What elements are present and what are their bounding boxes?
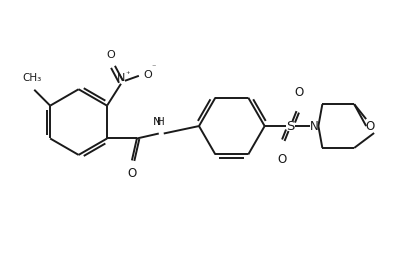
Text: O: O	[144, 70, 152, 80]
Text: O: O	[107, 50, 115, 60]
Text: N: N	[117, 73, 125, 83]
Text: O: O	[277, 153, 286, 166]
Text: O: O	[295, 86, 304, 99]
Text: ⁺: ⁺	[125, 70, 130, 79]
Text: S: S	[286, 119, 295, 133]
Text: H: H	[157, 116, 165, 127]
Text: N: N	[152, 116, 161, 127]
Text: O: O	[127, 167, 137, 180]
Text: N: N	[310, 119, 319, 133]
Text: ⁻: ⁻	[152, 62, 156, 71]
Text: CH₃: CH₃	[22, 73, 42, 83]
Text: O: O	[366, 119, 375, 133]
